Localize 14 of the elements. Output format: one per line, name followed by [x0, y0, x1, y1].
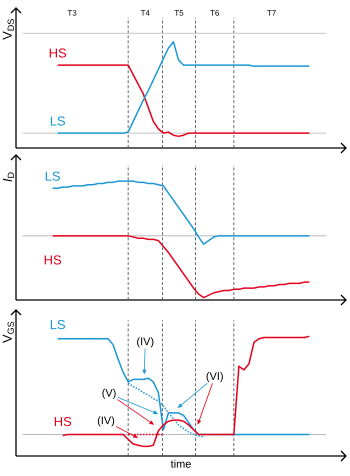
annotation: (V): [102, 388, 116, 399]
series-label: HS: [54, 416, 72, 426]
series-label: HS: [50, 48, 66, 58]
y-axis-title: I$_{D}$: [2, 172, 14, 182]
y-axis-title: V$_{GS}$: [2, 322, 14, 343]
annotation: (VI): [206, 372, 223, 382]
series-label: LS: [46, 172, 60, 181]
annotation: (IV): [137, 337, 154, 348]
y-axis-title: V$_{DS}$: [2, 19, 14, 40]
series-label: LS: [50, 116, 66, 126]
series-label: LS: [50, 320, 66, 330]
annotation: (IV): [98, 416, 114, 426]
series-label: HS: [44, 255, 62, 265]
x-axis-title: time: [170, 460, 191, 468]
